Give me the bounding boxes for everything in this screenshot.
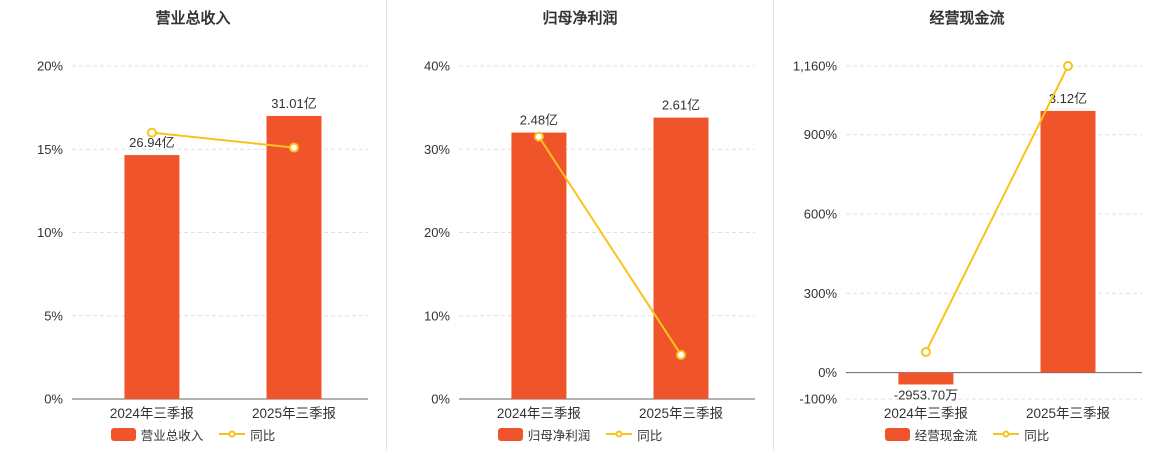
svg-text:2.48亿: 2.48亿 (520, 113, 558, 128)
line-marker-icon (615, 430, 623, 438)
svg-text:0%: 0% (431, 392, 450, 407)
svg-text:2024年三季报: 2024年三季报 (884, 406, 968, 421)
svg-text:10%: 10% (37, 225, 63, 240)
svg-text:2025年三季报: 2025年三季报 (639, 406, 723, 421)
chart-legend: 归母净利润 同比 (387, 424, 773, 444)
legend-item-line[interactable]: 同比 (606, 425, 662, 444)
svg-text:-2953.70万: -2953.70万 (894, 387, 958, 402)
net-profit-chart: 0% 10% 20% 30% 40% 2.48亿 2.61亿 2024年三季报 2025年三季报 (424, 59, 755, 421)
legend-label: 同比 (1024, 428, 1050, 443)
legend-label: 同比 (250, 428, 276, 443)
svg-text:2024年三季报: 2024年三季报 (497, 406, 581, 421)
line-series-swatch (993, 430, 1020, 438)
line-series-swatch (219, 430, 246, 438)
svg-text:0%: 0% (44, 392, 63, 407)
legend-item-bar[interactable]: 经营现金流 (884, 425, 978, 444)
svg-text:20%: 20% (37, 59, 63, 74)
chart-title: 归母净利润 (542, 10, 618, 27)
chart-title: 经营现金流 (929, 10, 1005, 27)
line-marker-icon (228, 430, 236, 438)
line-series-swatch (606, 430, 633, 438)
svg-text:300%: 300% (804, 286, 838, 301)
svg-text:2.61亿: 2.61亿 (662, 98, 700, 113)
net-profit-panel: 归母净利润 0% 10% 20% 30% 40% 2.48亿 2.61亿 2024年三季报 20… (386, 0, 773, 450)
svg-text:40%: 40% (424, 59, 450, 74)
svg-text:15%: 15% (37, 142, 63, 157)
svg-text:2024年三季报: 2024年三季报 (110, 406, 194, 421)
svg-text:20%: 20% (424, 225, 450, 240)
bar-series-swatch (497, 427, 523, 441)
cashflow-chart: -100% 0% 300% 600% 900% 1,160% -2953.70万 3.12亿 2… (793, 59, 1142, 421)
operating-cashflow-panel: 经营现金流 -100% 0% 300% 600% 900% 1,160% -2953.70万… (773, 0, 1160, 450)
bar-series-swatch (110, 427, 136, 441)
svg-text:30%: 30% (424, 142, 450, 157)
legend-item-line[interactable]: 同比 (993, 425, 1049, 444)
revenue-chart: 0% 5% 10% 15% 20% 26.94亿 31.01亿 2024年三季报 2025年三季… (37, 59, 368, 421)
legend-label: 经营现金流 (914, 428, 978, 443)
svg-text:2025年三季报: 2025年三季报 (1026, 406, 1110, 421)
legend-item-bar[interactable]: 营业总收入 (110, 425, 204, 444)
legend-item-line[interactable]: 同比 (219, 425, 275, 444)
chart-title: 营业总收入 (155, 10, 231, 27)
svg-text:31.01亿: 31.01亿 (271, 96, 317, 111)
svg-text:26.94亿: 26.94亿 (129, 135, 175, 150)
line-marker-icon (1002, 430, 1010, 438)
legend-item-bar[interactable]: 归母净利润 (497, 425, 591, 444)
legend-label: 同比 (637, 428, 663, 443)
legend-label: 归母净利润 (527, 428, 591, 443)
revenue-panel: 营业总收入 0% 5% 10% 15% 20% 26.94亿 31.01亿 2024年三季报 2… (0, 0, 386, 450)
legend-label: 营业总收入 (140, 428, 204, 443)
svg-text:0%: 0% (818, 365, 837, 380)
svg-text:10%: 10% (424, 308, 450, 323)
svg-text:1,160%: 1,160% (793, 59, 838, 74)
svg-text:5%: 5% (44, 308, 63, 323)
bar-series-swatch (884, 427, 910, 441)
svg-text:900%: 900% (804, 127, 838, 142)
chart-legend: 经营现金流 同比 (774, 424, 1160, 444)
svg-text:3.12亿: 3.12亿 (1049, 91, 1087, 106)
svg-text:600%: 600% (804, 207, 838, 222)
svg-text:-100%: -100% (799, 392, 837, 407)
chart-legend: 营业总收入 同比 (0, 424, 386, 444)
svg-text:2025年三季报: 2025年三季报 (252, 406, 336, 421)
